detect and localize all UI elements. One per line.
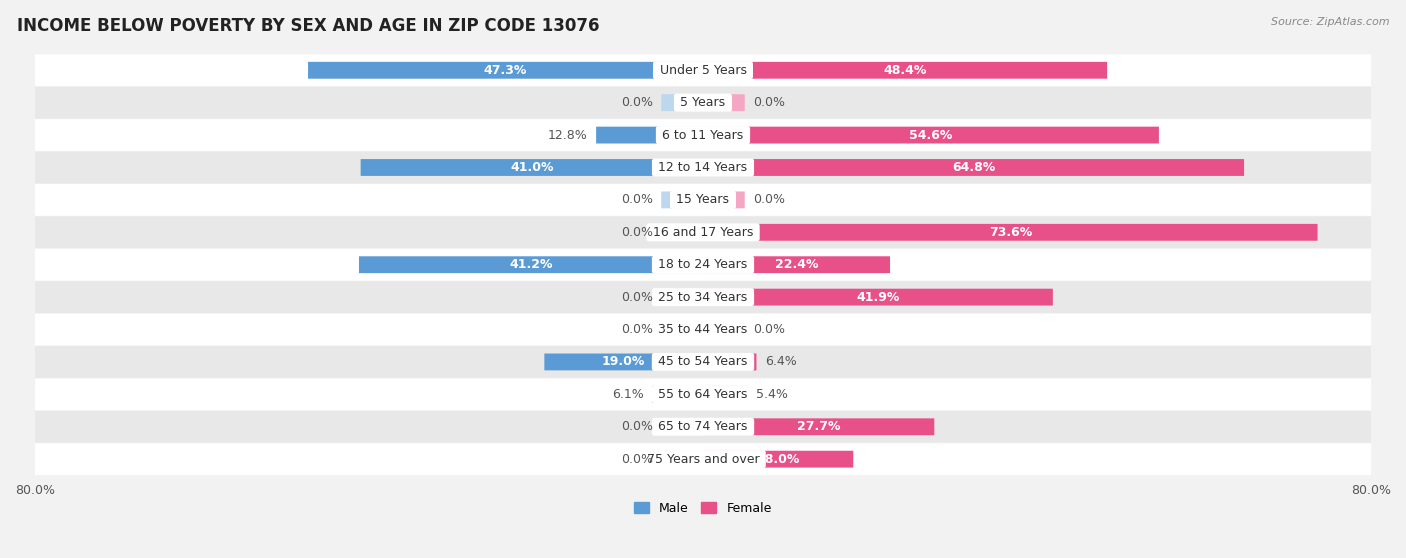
- Text: 0.0%: 0.0%: [621, 226, 652, 239]
- FancyBboxPatch shape: [703, 191, 745, 208]
- FancyBboxPatch shape: [35, 119, 1371, 151]
- FancyBboxPatch shape: [35, 281, 1371, 313]
- Text: 48.4%: 48.4%: [883, 64, 927, 77]
- FancyBboxPatch shape: [661, 191, 703, 208]
- Text: 41.0%: 41.0%: [510, 161, 554, 174]
- FancyBboxPatch shape: [35, 54, 1371, 86]
- Legend: Male, Female: Male, Female: [630, 497, 776, 519]
- Text: 41.9%: 41.9%: [856, 291, 900, 304]
- FancyBboxPatch shape: [35, 378, 1371, 410]
- Text: 0.0%: 0.0%: [754, 96, 785, 109]
- FancyBboxPatch shape: [359, 256, 703, 273]
- FancyBboxPatch shape: [35, 249, 1371, 281]
- Text: 0.0%: 0.0%: [754, 194, 785, 206]
- FancyBboxPatch shape: [544, 354, 703, 371]
- FancyBboxPatch shape: [703, 288, 1053, 306]
- Text: 15 Years: 15 Years: [672, 194, 734, 206]
- FancyBboxPatch shape: [703, 94, 745, 111]
- FancyBboxPatch shape: [35, 217, 1371, 248]
- Text: 41.2%: 41.2%: [509, 258, 553, 271]
- Text: 54.6%: 54.6%: [910, 128, 953, 142]
- FancyBboxPatch shape: [661, 451, 703, 468]
- FancyBboxPatch shape: [308, 62, 703, 79]
- FancyBboxPatch shape: [703, 224, 1317, 240]
- Text: Under 5 Years: Under 5 Years: [655, 64, 751, 77]
- FancyBboxPatch shape: [703, 451, 853, 468]
- Text: 6.4%: 6.4%: [765, 355, 797, 368]
- Text: 12 to 14 Years: 12 to 14 Years: [654, 161, 752, 174]
- Text: 0.0%: 0.0%: [621, 420, 652, 433]
- FancyBboxPatch shape: [661, 321, 703, 338]
- Text: 0.0%: 0.0%: [754, 323, 785, 336]
- FancyBboxPatch shape: [703, 256, 890, 273]
- Text: 6.1%: 6.1%: [612, 388, 644, 401]
- FancyBboxPatch shape: [703, 62, 1107, 79]
- Text: 0.0%: 0.0%: [621, 323, 652, 336]
- FancyBboxPatch shape: [652, 386, 703, 403]
- FancyBboxPatch shape: [703, 386, 748, 403]
- Text: Source: ZipAtlas.com: Source: ZipAtlas.com: [1271, 17, 1389, 27]
- FancyBboxPatch shape: [661, 94, 703, 111]
- Text: 16 and 17 Years: 16 and 17 Years: [648, 226, 758, 239]
- FancyBboxPatch shape: [703, 321, 745, 338]
- FancyBboxPatch shape: [661, 224, 703, 240]
- Text: INCOME BELOW POVERTY BY SEX AND AGE IN ZIP CODE 13076: INCOME BELOW POVERTY BY SEX AND AGE IN Z…: [17, 17, 599, 35]
- FancyBboxPatch shape: [35, 443, 1371, 475]
- FancyBboxPatch shape: [35, 152, 1371, 184]
- Text: 5 Years: 5 Years: [676, 96, 730, 109]
- Text: 6 to 11 Years: 6 to 11 Years: [658, 128, 748, 142]
- Text: 0.0%: 0.0%: [621, 291, 652, 304]
- FancyBboxPatch shape: [596, 127, 703, 143]
- FancyBboxPatch shape: [703, 354, 756, 371]
- FancyBboxPatch shape: [35, 184, 1371, 216]
- FancyBboxPatch shape: [661, 418, 703, 435]
- Text: 22.4%: 22.4%: [775, 258, 818, 271]
- FancyBboxPatch shape: [35, 411, 1371, 442]
- Text: 64.8%: 64.8%: [952, 161, 995, 174]
- Text: 27.7%: 27.7%: [797, 420, 841, 433]
- Text: 0.0%: 0.0%: [621, 453, 652, 466]
- Text: 19.0%: 19.0%: [602, 355, 645, 368]
- FancyBboxPatch shape: [703, 127, 1159, 143]
- FancyBboxPatch shape: [35, 314, 1371, 345]
- Text: 18 to 24 Years: 18 to 24 Years: [654, 258, 752, 271]
- FancyBboxPatch shape: [361, 159, 703, 176]
- Text: 0.0%: 0.0%: [621, 194, 652, 206]
- FancyBboxPatch shape: [703, 418, 935, 435]
- Text: 35 to 44 Years: 35 to 44 Years: [654, 323, 752, 336]
- Text: 55 to 64 Years: 55 to 64 Years: [654, 388, 752, 401]
- Text: 0.0%: 0.0%: [621, 96, 652, 109]
- Text: 73.6%: 73.6%: [988, 226, 1032, 239]
- FancyBboxPatch shape: [35, 87, 1371, 118]
- FancyBboxPatch shape: [661, 288, 703, 306]
- Text: 65 to 74 Years: 65 to 74 Years: [654, 420, 752, 433]
- Text: 75 Years and over: 75 Years and over: [643, 453, 763, 466]
- Text: 25 to 34 Years: 25 to 34 Years: [654, 291, 752, 304]
- Text: 47.3%: 47.3%: [484, 64, 527, 77]
- Text: 5.4%: 5.4%: [756, 388, 789, 401]
- Text: 18.0%: 18.0%: [756, 453, 800, 466]
- FancyBboxPatch shape: [35, 346, 1371, 378]
- FancyBboxPatch shape: [703, 159, 1244, 176]
- Text: 45 to 54 Years: 45 to 54 Years: [654, 355, 752, 368]
- Text: 12.8%: 12.8%: [548, 128, 588, 142]
